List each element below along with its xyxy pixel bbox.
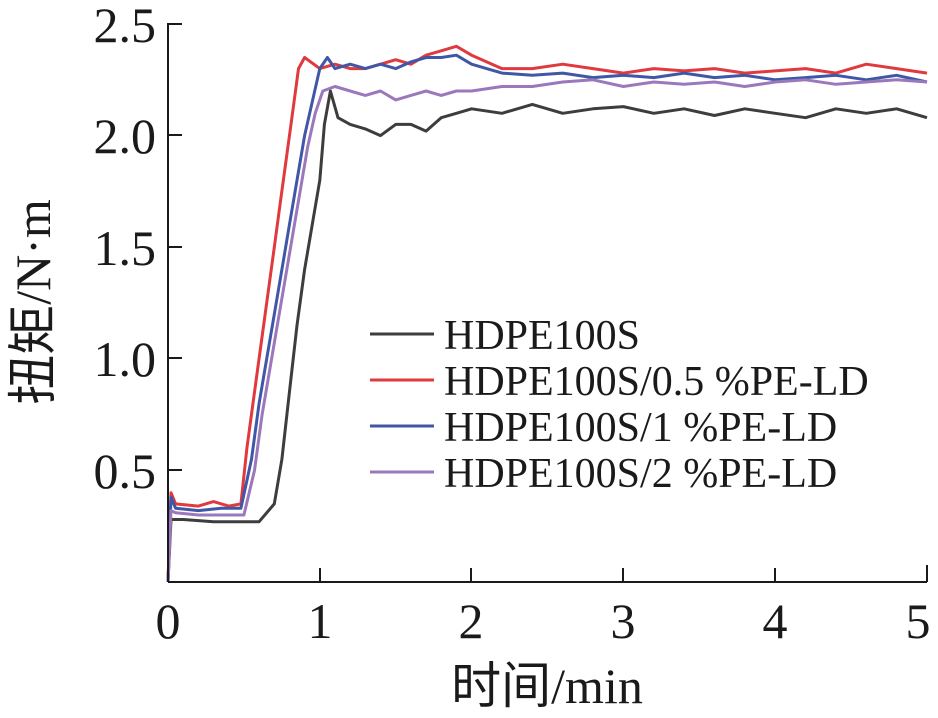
x-axis-title: 时间/min — [451, 658, 643, 714]
x-tick-label: 1 — [308, 593, 333, 649]
y-tick-label: 0.5 — [94, 443, 157, 499]
x-tick-label: 2 — [459, 593, 484, 649]
legend-label-pe-ld-2: HDPE100S/2 %PE-LD — [444, 451, 837, 497]
y-axis-title: 扭矩/N·m — [5, 199, 61, 405]
y-tick-label: 1.5 — [94, 220, 157, 276]
series-line-0 — [166, 89, 928, 583]
x-tick-label: 5 — [906, 593, 931, 649]
legend-label-pe-ld-1: HDPE100S/1 %PE-LD — [444, 405, 837, 451]
x-tick-label: 3 — [611, 593, 636, 649]
x-ticks: 0 1 2 3 4 5 — [156, 568, 931, 649]
y-ticks: 0.5 1.0 1.5 2.0 2.5 — [94, 0, 182, 499]
y-tick-label: 1.0 — [94, 331, 157, 387]
x-tick-label: 0 — [156, 593, 181, 649]
series-line-2 — [166, 53, 928, 583]
axes — [167, 23, 928, 583]
y-tick-label: 2.5 — [94, 0, 157, 53]
legend: HDPE100S HDPE100S/0.5 %PE-LD HDPE100S/1 … — [370, 313, 869, 497]
series-line-3 — [166, 78, 928, 583]
legend-label-pe-ld-0-5: HDPE100S/0.5 %PE-LD — [444, 359, 869, 405]
y-tick-label: 2.0 — [94, 108, 157, 164]
legend-label-hdpe100s: HDPE100S — [444, 313, 640, 359]
x-tick-label: 4 — [763, 593, 788, 649]
plot-area — [166, 44, 928, 583]
